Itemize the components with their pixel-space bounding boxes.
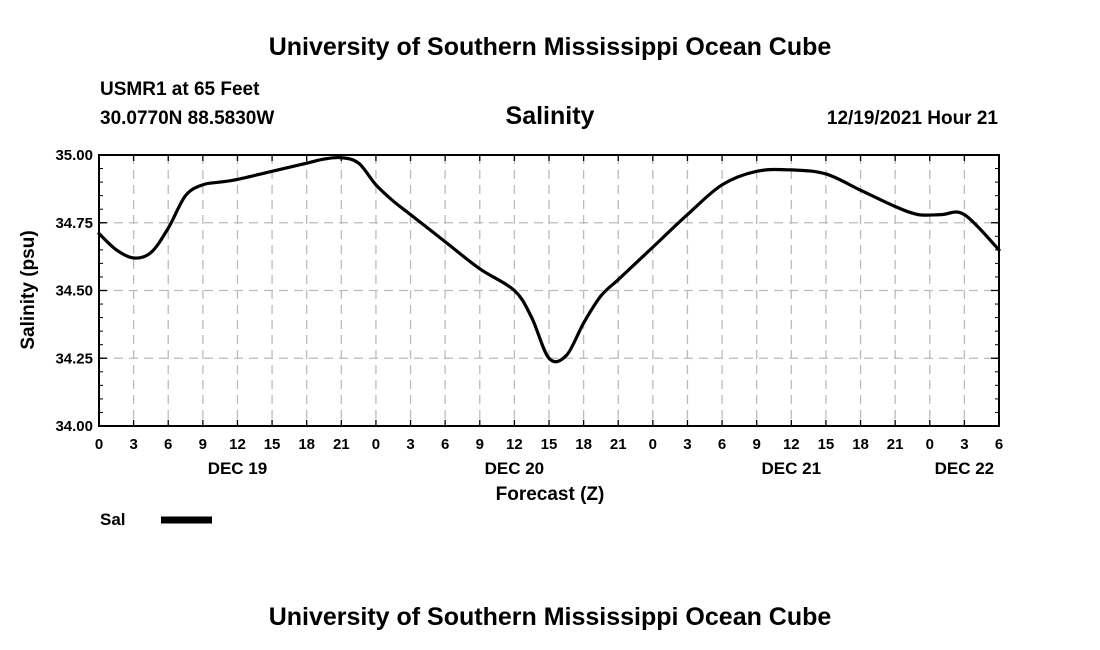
data-point bbox=[824, 172, 828, 176]
data-point bbox=[132, 256, 136, 260]
data-point bbox=[236, 177, 239, 181]
x-tick-label: 6 bbox=[441, 436, 449, 453]
data-point bbox=[339, 156, 343, 160]
series-layer bbox=[97, 155, 1001, 364]
x-tick-label: 21 bbox=[887, 436, 904, 453]
data-point bbox=[201, 183, 205, 187]
data-point bbox=[149, 251, 153, 254]
data-point bbox=[270, 169, 274, 173]
x-day-label: DEC 19 bbox=[208, 459, 268, 478]
x-tick-label: 9 bbox=[199, 436, 207, 453]
x-tick-label: 3 bbox=[129, 436, 137, 453]
y-axis-title: Salinity (psu) bbox=[18, 230, 39, 349]
legend-label-sal: Sal bbox=[100, 510, 126, 529]
x-tick-label: 6 bbox=[164, 436, 172, 453]
data-point bbox=[322, 157, 326, 161]
data-point bbox=[859, 188, 862, 192]
data-point bbox=[114, 248, 118, 252]
x-tick-label: 21 bbox=[610, 436, 627, 453]
x-axis-title: Forecast (Z) bbox=[496, 484, 605, 505]
x-tick-label: 0 bbox=[95, 436, 103, 453]
data-point bbox=[184, 194, 187, 198]
data-point bbox=[443, 240, 447, 244]
data-point bbox=[755, 169, 759, 173]
data-point bbox=[789, 168, 793, 172]
data-point bbox=[651, 245, 655, 249]
data-point bbox=[409, 213, 412, 217]
y-tick-label: 34.50 bbox=[55, 283, 93, 300]
data-point bbox=[218, 180, 222, 184]
x-tick-label: 18 bbox=[298, 436, 315, 453]
data-point bbox=[478, 267, 482, 271]
footer-title: University of Southern Mississippi Ocean… bbox=[269, 603, 832, 631]
data-point bbox=[530, 316, 534, 319]
data-point bbox=[357, 161, 361, 165]
x-tick-label: 3 bbox=[960, 436, 968, 453]
legend: Sal bbox=[100, 510, 212, 529]
x-tick-label: 0 bbox=[926, 436, 934, 453]
x-tick-label: 18 bbox=[575, 436, 592, 453]
data-point bbox=[97, 232, 101, 235]
x-tick-label: 9 bbox=[476, 436, 484, 453]
x-tick-label: 15 bbox=[541, 436, 558, 453]
data-point bbox=[582, 321, 586, 325]
data-point bbox=[305, 161, 309, 165]
page-title: University of Southern Mississippi Ocean… bbox=[269, 33, 832, 61]
chart-title: Salinity bbox=[506, 102, 595, 130]
data-point bbox=[374, 183, 378, 187]
plot-frame bbox=[98, 154, 1000, 427]
data-point bbox=[634, 262, 637, 265]
data-point bbox=[962, 213, 966, 217]
data-point bbox=[939, 213, 943, 217]
data-point bbox=[547, 356, 551, 360]
x-tick-label: 3 bbox=[683, 436, 691, 453]
data-point bbox=[616, 278, 620, 282]
y-tick-label: 34.00 bbox=[55, 418, 93, 435]
y-tick-label: 34.75 bbox=[55, 215, 93, 232]
data-point bbox=[916, 213, 920, 217]
x-day-label: DEC 22 bbox=[935, 459, 995, 478]
x-day-label: DEC 21 bbox=[762, 459, 822, 478]
data-point bbox=[893, 205, 897, 208]
x-tick-label: 15 bbox=[264, 436, 281, 453]
station-label: USMR1 at 65 Feet bbox=[100, 79, 260, 100]
x-tick-label: 12 bbox=[783, 436, 800, 453]
x-tick-label: 15 bbox=[818, 436, 835, 453]
location-label: 30.0770N 88.5830W bbox=[100, 108, 274, 129]
x-tick-label: 12 bbox=[229, 436, 246, 453]
y-tick-label: 34.25 bbox=[55, 350, 93, 367]
x-day-label: DEC 20 bbox=[485, 459, 545, 478]
x-tick-label: 21 bbox=[333, 436, 350, 453]
x-tick-label: 3 bbox=[406, 436, 414, 453]
data-point bbox=[564, 354, 568, 357]
data-point bbox=[686, 213, 689, 217]
y-tick-label: 35.00 bbox=[55, 147, 93, 164]
x-tick-label: 0 bbox=[372, 436, 380, 453]
x-tick-label: 0 bbox=[649, 436, 657, 453]
grid bbox=[99, 154, 999, 426]
x-tick-label: 18 bbox=[852, 436, 869, 453]
data-point bbox=[997, 248, 1001, 252]
data-point bbox=[391, 199, 395, 203]
x-tick-label: 9 bbox=[753, 436, 761, 453]
data-point bbox=[512, 289, 516, 292]
data-point bbox=[599, 294, 603, 298]
data-point bbox=[166, 226, 170, 230]
data-point bbox=[720, 183, 724, 187]
x-tick-label: 6 bbox=[995, 436, 1003, 453]
x-tick-label: 12 bbox=[506, 436, 523, 453]
x-tick-label: 6 bbox=[718, 436, 726, 453]
timestamp-label: 12/19/2021 Hour 21 bbox=[827, 108, 999, 129]
